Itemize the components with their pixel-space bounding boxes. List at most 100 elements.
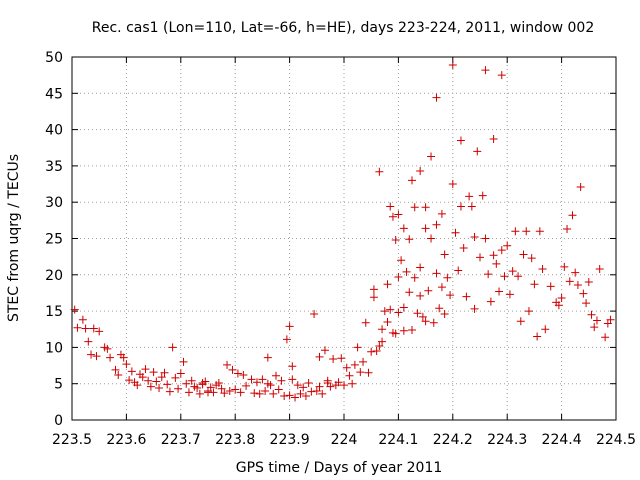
data-point: [391, 235, 400, 244]
data-point: [106, 353, 115, 362]
data-point: [282, 335, 291, 344]
data-point: [171, 373, 180, 382]
data-point: [446, 291, 455, 300]
x-axis-label: GPS time / Days of year 2011: [236, 460, 443, 476]
data-point: [432, 269, 441, 278]
data-point: [92, 352, 101, 361]
data-point: [184, 388, 193, 397]
data-point: [584, 278, 593, 287]
data-point: [81, 324, 90, 333]
data-point: [149, 368, 158, 377]
data-point: [274, 385, 283, 394]
data-point: [103, 344, 112, 353]
data-point: [138, 373, 147, 382]
data-point: [394, 272, 403, 281]
data-point: [470, 304, 479, 313]
data-point: [500, 272, 509, 281]
data-point: [508, 267, 517, 276]
data-point: [437, 209, 446, 218]
data-point: [187, 376, 196, 385]
data-point: [386, 305, 395, 314]
data-point: [592, 316, 601, 325]
data-point: [312, 386, 321, 395]
data-point: [421, 224, 430, 233]
data-point: [427, 152, 436, 161]
data-point: [408, 325, 416, 334]
y-tick-label: 30: [45, 195, 63, 211]
y-tick-label: 35: [45, 159, 63, 175]
data-point: [394, 308, 403, 317]
data-point: [489, 135, 498, 144]
data-point: [95, 327, 104, 336]
data-point: [236, 388, 245, 397]
data-point: [560, 262, 569, 271]
data-point: [405, 288, 414, 297]
x-tick-label: 223.9: [270, 432, 310, 448]
data-point: [204, 388, 212, 397]
data-point: [576, 182, 585, 191]
data-point: [367, 347, 376, 356]
data-point: [432, 220, 441, 229]
x-tick-label: 224.5: [596, 432, 636, 448]
data-point: [247, 375, 256, 384]
data-point: [223, 360, 232, 369]
data-point: [511, 227, 520, 236]
data-point: [601, 333, 610, 342]
data-point: [443, 273, 452, 282]
data-point: [277, 376, 286, 385]
x-tick-label: 224.3: [487, 432, 527, 448]
data-point: [524, 307, 533, 316]
data-point: [291, 393, 300, 402]
data-point: [315, 382, 324, 391]
data-point: [304, 378, 313, 387]
data-point: [573, 280, 582, 289]
data-point: [470, 233, 479, 242]
data-point: [152, 377, 161, 386]
data-point: [285, 322, 294, 331]
data-point: [220, 389, 229, 398]
data-point: [372, 347, 381, 356]
data-point: [522, 227, 531, 236]
data-point: [383, 317, 392, 326]
data-point: [78, 315, 87, 324]
data-point: [399, 326, 408, 335]
data-point: [378, 325, 387, 334]
data-point: [318, 389, 327, 398]
data-point: [163, 380, 172, 389]
data-point: [157, 373, 166, 382]
data-point: [503, 241, 512, 250]
data-point: [206, 383, 215, 392]
data-point: [179, 357, 188, 366]
data-point: [334, 378, 343, 387]
data-point: [288, 375, 297, 384]
x-tick-label: 224.1: [378, 432, 418, 448]
data-point: [165, 387, 174, 396]
data-point: [114, 370, 123, 379]
data-point: [582, 299, 591, 308]
x-tick-label: 224.2: [433, 432, 473, 448]
data-point: [122, 360, 131, 369]
tick-layer: 223.5 223.6 223.7 223.8 223.9 224 224.1 224.2 22…: [45, 50, 636, 448]
data-point: [383, 280, 392, 289]
data-point: [174, 384, 183, 393]
data-point: [320, 346, 329, 355]
data-point: [481, 66, 490, 75]
x-tick-label: 223.8: [215, 432, 255, 448]
data-point: [462, 292, 471, 301]
data-point: [375, 167, 384, 176]
data-point: [554, 301, 563, 310]
data-point: [119, 353, 128, 362]
data-point: [141, 365, 150, 374]
data-point: [388, 212, 397, 221]
data-point: [231, 385, 240, 394]
data-point: [263, 353, 272, 362]
data-point: [424, 286, 433, 295]
data-point: [440, 250, 449, 259]
data-point: [228, 365, 237, 374]
data-point: [429, 318, 438, 327]
data-point: [391, 329, 400, 338]
data-point: [342, 363, 351, 372]
data-point: [413, 309, 422, 318]
y-tick-label: 50: [45, 50, 63, 66]
